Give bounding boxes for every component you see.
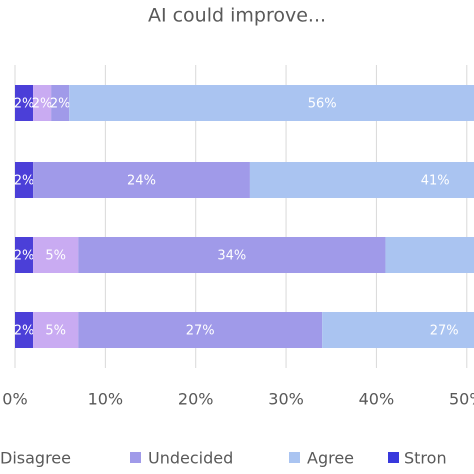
data-label: 2% [14, 174, 35, 189]
x-tick-label: 50% [449, 390, 474, 409]
x-tick-label: 30% [268, 390, 304, 409]
legend-label: Undecided [148, 449, 233, 468]
legend-marker [388, 452, 399, 463]
bar-segment [69, 85, 474, 121]
legend-marker [130, 452, 141, 463]
bar-segment [15, 237, 34, 273]
bar-segment [15, 162, 34, 198]
bar-segment [249, 162, 474, 198]
data-label: 24% [127, 174, 156, 189]
data-label: 2% [14, 324, 35, 339]
data-label: 5% [45, 324, 66, 339]
bar-segment [51, 85, 70, 121]
legend-label: Stron [404, 449, 447, 468]
bar-segment [322, 312, 474, 348]
bar-segment [15, 85, 34, 121]
bar-segment [33, 162, 250, 198]
legend-label: Disagree [0, 449, 71, 468]
bar-segment [78, 312, 323, 348]
data-label: 41% [421, 174, 450, 189]
data-label: 2% [14, 97, 35, 112]
data-label: 34% [217, 249, 246, 264]
bar-segment [78, 237, 386, 273]
data-label: 2% [50, 97, 71, 112]
data-label: 2% [14, 249, 35, 264]
data-label: 56% [308, 97, 337, 112]
bar-segment [33, 85, 52, 121]
x-tick-label: 40% [359, 390, 395, 409]
data-label: 5% [45, 249, 66, 264]
x-tick-label: 10% [88, 390, 124, 409]
data-label: 27% [430, 324, 459, 339]
legend-marker [289, 452, 300, 463]
bar-segment [15, 312, 34, 348]
data-label: 27% [186, 324, 215, 339]
x-tick-label: 0% [2, 390, 27, 409]
legend-label: Agree [307, 449, 354, 468]
bar-segment [33, 312, 79, 348]
bar-segment [33, 237, 79, 273]
chart-title: AI could improve... [148, 5, 326, 27]
x-tick-label: 20% [178, 390, 214, 409]
bar-segment [385, 237, 474, 273]
data-label: 2% [32, 97, 53, 112]
